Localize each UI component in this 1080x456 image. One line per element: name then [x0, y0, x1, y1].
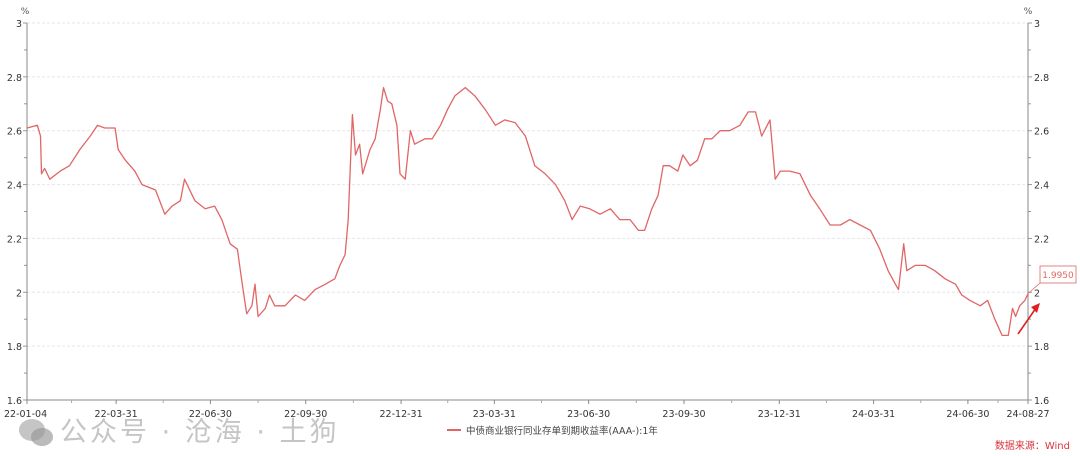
source-note: 数据来源：Wind: [995, 437, 1070, 452]
y-unit-right: %: [1024, 7, 1033, 17]
y-tick-label-left: 3: [16, 19, 22, 30]
y-tick-label-right: 2.2: [1034, 234, 1049, 245]
y-tick-label-left: 2.8: [7, 73, 22, 84]
legend-label: 中债商业银行同业存单到期收益率(AAA-):1年: [466, 423, 658, 437]
x-tick-label: 24-06-30: [946, 409, 989, 420]
x-tick-label: 23-03-31: [473, 409, 516, 420]
y-tick-label-right: 2: [1034, 288, 1040, 299]
y-tick-label-right: 2.4: [1034, 181, 1049, 192]
wechat-icon: [18, 418, 54, 448]
y-tick-label-right: 2.8: [1034, 73, 1049, 84]
y-tick-label-left: 2.4: [7, 181, 22, 192]
x-tick-label: 24-03-31: [852, 409, 895, 420]
series-line: [27, 88, 1028, 336]
x-tick-label: 22-12-31: [380, 409, 423, 420]
y-tick-label-right: 2.6: [1034, 127, 1049, 138]
x-tick-label: 23-12-31: [758, 409, 801, 420]
y-tick-label-left: 1.6: [7, 396, 22, 407]
arrow-shaft: [1018, 308, 1036, 334]
y-tick-label-right: 1.8: [1034, 342, 1049, 353]
y-tick-label-right: 3: [1034, 19, 1040, 30]
y-tick-label-right: 1.6: [1034, 396, 1049, 407]
y-tick-label-left: 2.2: [7, 234, 22, 245]
y-tick-label-left: 1.8: [7, 342, 22, 353]
watermark: 公众号 · 沧海 · 土狗: [18, 417, 340, 449]
arrow-head: [1031, 303, 1040, 313]
y-tick-label-left: 2: [16, 288, 22, 299]
x-tick-label: 24-08-27: [1006, 409, 1049, 420]
annotation-label: 1.9950: [1042, 271, 1074, 281]
x-tick-label: 23-06-30: [567, 409, 610, 420]
x-tick-label: 23-09-30: [662, 409, 705, 420]
y-tick-label-left: 2.6: [7, 127, 22, 138]
legend[interactable]: 中债商业银行同业存单到期收益率(AAA-):1年: [447, 423, 658, 437]
legend-swatch: [447, 429, 461, 431]
y-unit-left: %: [21, 7, 30, 17]
watermark-text: 公众号 · 沧海 · 土狗: [60, 417, 340, 449]
